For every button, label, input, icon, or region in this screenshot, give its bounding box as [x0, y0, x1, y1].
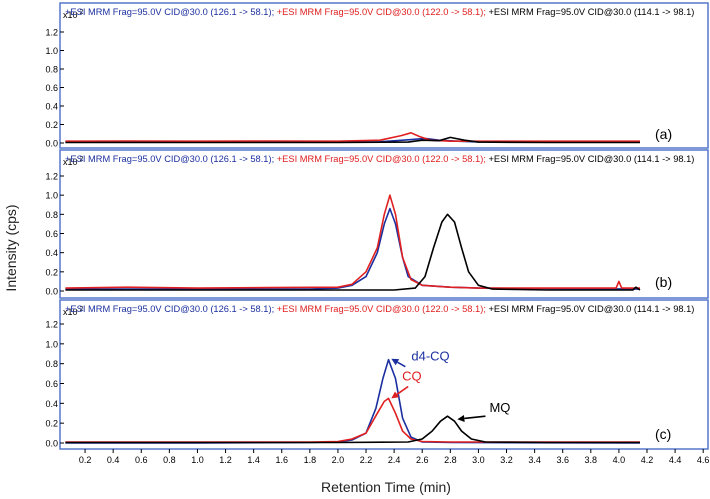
y-tick-label: 0.8 [45, 210, 58, 220]
x-tick-label: 3.6 [556, 455, 569, 465]
series-line-3 [65, 213, 641, 291]
y-multiplier-exponent: 2 [78, 9, 84, 16]
x-tick-label: 0.4 [107, 455, 120, 465]
panel-label: (a) [655, 126, 672, 142]
x-tick-label: 4.0 [613, 455, 626, 465]
y-tick-label: 0.6 [45, 229, 58, 239]
annotation-arrow-1 [397, 361, 406, 368]
panel-frame [59, 299, 709, 450]
annotation-label-2: CQ [402, 368, 422, 383]
x-tick-label: 1.8 [304, 455, 317, 465]
x-tick-label: 4.4 [669, 455, 682, 465]
annotation-arrow-2 [396, 385, 409, 395]
annotation-label-1: d4-CQ [411, 349, 449, 364]
y-tick-label: 0.0 [45, 439, 58, 449]
x-tick-label: 1.2 [219, 455, 232, 465]
y-axis-label: Intensity (cps) [3, 204, 19, 291]
legend: +ESI MRM Frag=95.0V CID@30.0 (126.1 -> 5… [65, 304, 694, 314]
x-tick-label: 2.6 [416, 455, 429, 465]
y-tick-label: 0.2 [45, 120, 58, 130]
x-tick-label: 2.4 [388, 455, 401, 465]
x-tick-label: 1.6 [275, 455, 288, 465]
legend-entry-2: +ESI MRM Frag=95.0V CID@30.0 (122.0 -> 5… [277, 154, 489, 164]
legend-entry-3: +ESI MRM Frag=95.0V CID@30.0 (114.1 -> 9… [489, 7, 695, 17]
panel-label: (b) [655, 274, 672, 290]
legend: +ESI MRM Frag=95.0V CID@30.0 (126.1 -> 5… [65, 154, 694, 164]
series-line-2 [65, 397, 640, 443]
panel-frame [59, 149, 709, 299]
y-tick-label: 0.8 [45, 65, 58, 75]
x-tick-label: 2.0 [332, 455, 345, 465]
y-tick-label: 1.0 [45, 191, 58, 201]
y-multiplier-exponent: 2 [78, 156, 84, 163]
y-tick-label: 0.2 [45, 267, 58, 277]
x-axis-label: Retention Time (min) [321, 479, 451, 495]
annotation-arrow-3 [464, 415, 486, 420]
y-tick-label: 0.6 [45, 379, 58, 389]
x-tick-label: 0.8 [163, 455, 176, 465]
x-tick-label: 4.2 [641, 455, 654, 465]
y-tick-label: 0.4 [45, 399, 58, 409]
legend-entry-3: +ESI MRM Frag=95.0V CID@30.0 (114.1 -> 9… [489, 154, 695, 164]
y-tick-label: 0.4 [45, 102, 58, 112]
legend-entry-2: +ESI MRM Frag=95.0V CID@30.0 (122.0 -> 5… [277, 7, 489, 17]
legend-entry-2: +ESI MRM Frag=95.0V CID@30.0 (122.0 -> 5… [277, 304, 489, 314]
y-tick-label: 1.2 [45, 172, 58, 182]
y-tick-label: 0.6 [45, 83, 58, 93]
x-tick-label: 3.4 [528, 455, 541, 465]
series-line-3 [65, 415, 640, 444]
annotation-label-3: MQ [489, 400, 510, 415]
y-multiplier-exponent: 2 [78, 306, 84, 313]
legend-entry-1: +ESI MRM Frag=95.0V CID@30.0 (126.1 -> 5… [65, 7, 277, 17]
x-tick-label: 3.2 [500, 455, 513, 465]
series-line-1 [65, 358, 641, 444]
y-tick-label: 0.4 [45, 248, 58, 258]
series-line-1 [65, 207, 641, 290]
panel-label: (c) [655, 426, 671, 442]
y-tick-label: 1.0 [45, 339, 58, 349]
x-tick-label: 4.6 [697, 455, 710, 465]
legend: +ESI MRM Frag=95.0V CID@30.0 (126.1 -> 5… [65, 7, 694, 17]
y-tick-label: 0.0 [45, 139, 58, 149]
x-tick-label: 3.0 [472, 455, 485, 465]
x-tick-label: 2.8 [444, 455, 457, 465]
legend-entry-3: +ESI MRM Frag=95.0V CID@30.0 (114.1 -> 9… [489, 304, 695, 314]
y-multiplier: x10 2 [63, 306, 83, 317]
y-tick-label: 1.0 [45, 46, 58, 56]
x-tick-label: 3.8 [585, 455, 598, 465]
y-multiplier: x10 2 [63, 9, 83, 20]
x-tick-label: 1.4 [247, 455, 260, 465]
y-tick-label: 1.2 [45, 28, 58, 38]
x-tick-label: 2.2 [360, 455, 373, 465]
legend-entry-1: +ESI MRM Frag=95.0V CID@30.0 (126.1 -> 5… [65, 154, 277, 164]
series-line-3 [65, 136, 640, 144]
legend-entry-1: +ESI MRM Frag=95.0V CID@30.0 (126.1 -> 5… [65, 304, 277, 314]
y-tick-label: 1.2 [45, 320, 58, 330]
annotation-arrowhead-2 [391, 391, 400, 399]
y-tick-label: 0.2 [45, 419, 58, 429]
series-line-2 [65, 194, 640, 289]
y-tick-label: 0.0 [45, 287, 58, 297]
annotation-arrowhead-3 [457, 414, 465, 422]
series-line-2 [65, 132, 640, 142]
annotation-arrowhead-1 [391, 358, 400, 366]
y-tick-label: 0.8 [45, 359, 58, 369]
y-multiplier: x10 2 [63, 156, 83, 167]
x-tick-label: 1.0 [191, 455, 204, 465]
panel-frame [59, 2, 709, 149]
x-tick-label: 0.2 [79, 455, 92, 465]
x-tick-label: 0.6 [135, 455, 148, 465]
